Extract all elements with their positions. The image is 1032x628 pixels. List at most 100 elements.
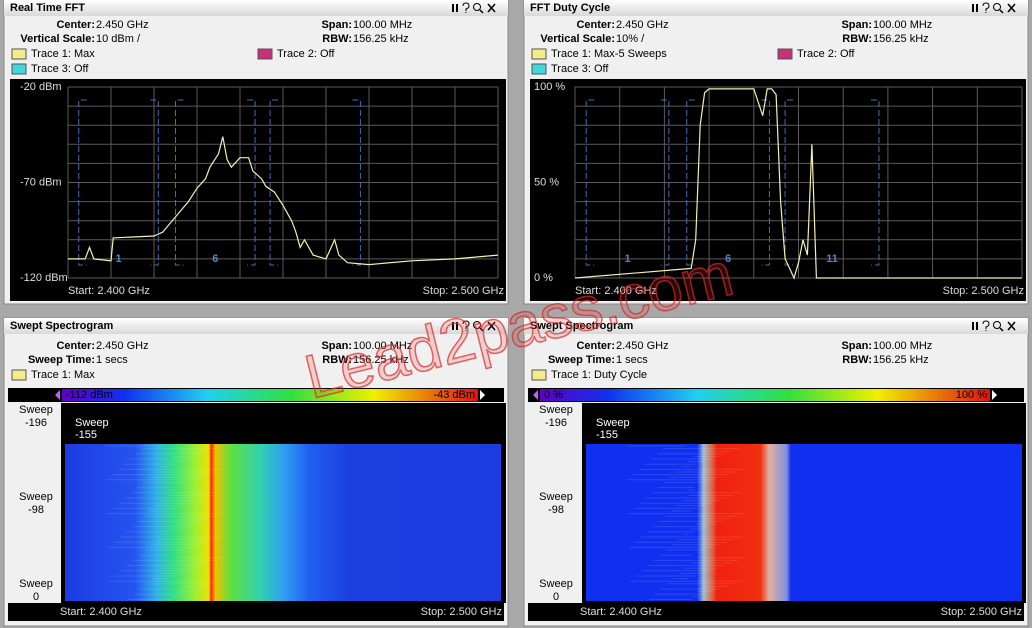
cursor-label: -155 [75, 429, 97, 441]
field-label: RBW: [842, 33, 872, 45]
trace-label: Trace 1: Max [31, 48, 95, 60]
pause-icon[interactable] [972, 322, 974, 330]
stop-label: Stop: 2.500 GHz [421, 606, 502, 618]
start-label: Start: 2.400 GHz [580, 606, 662, 618]
field-label: Center: [56, 19, 95, 31]
field-label: Center: [576, 340, 615, 352]
trace-label: Trace 3: Off [551, 63, 609, 75]
panel-title: Real Time FFT [10, 2, 85, 14]
plot-area [530, 79, 1026, 301]
title-bar [4, 0, 508, 16]
title-bar [524, 0, 1028, 16]
trace-swatch [11, 369, 27, 381]
title-bar [4, 318, 508, 334]
sweep-label: Sweep [19, 578, 53, 590]
field-label: Center: [56, 340, 95, 352]
scale-arrow [533, 390, 538, 400]
field-value: 2.450 GHz [616, 340, 669, 352]
y-tick-label: 100 % [534, 81, 565, 93]
y-tick-label: -20 dBm [20, 81, 62, 93]
field-value: 156.25 kHz [873, 33, 929, 45]
y-tick-label: 50 % [534, 176, 559, 188]
footer-bar [528, 603, 1024, 621]
trace-swatch [11, 48, 27, 60]
trace-line [574, 88, 1022, 280]
panel-title: FFT Duty Cycle [530, 2, 610, 14]
scale-min: -112 dBm [66, 389, 113, 401]
zoom-icon[interactable] [993, 321, 1001, 329]
help-icon[interactable] [462, 320, 470, 331]
field-label: Sweep Time: [28, 354, 95, 366]
channel-box [784, 99, 880, 266]
y-tick-label: -120 dBm [20, 272, 68, 284]
spectrogram-image [586, 444, 1022, 601]
field-label: Center: [576, 19, 615, 31]
channel-label: 6 [725, 253, 731, 265]
sweep-label: -98 [28, 504, 44, 516]
close-icon[interactable] [1007, 321, 1016, 331]
trace-swatch [777, 48, 793, 60]
stop-label: Stop: 2.500 GHz [941, 606, 1022, 618]
pause-icon-bar [456, 4, 458, 12]
color-bar [540, 389, 990, 401]
field-label: Sweep Time: [548, 354, 615, 366]
field-value: 100.00 MHz [873, 340, 932, 352]
field-value: 100.00 MHz [873, 19, 932, 31]
field-value: 1 secs [96, 354, 128, 366]
scale-arrow [480, 390, 485, 400]
stop-label: Stop: 2.500 GHz [943, 285, 1024, 297]
channel-box [269, 99, 361, 266]
trace-label: Trace 1: Duty Cycle [551, 369, 647, 381]
trace-label: Trace 3: Off [31, 63, 89, 75]
zoom-icon-handle [999, 327, 1004, 332]
field-label: Span: [841, 19, 872, 31]
trace-swatch [11, 63, 27, 75]
field-value: 2.450 GHz [616, 19, 669, 31]
pause-icon[interactable] [452, 322, 454, 330]
pause-icon[interactable] [972, 4, 974, 12]
pause-icon[interactable] [452, 4, 454, 12]
zoom-icon[interactable] [473, 321, 481, 329]
color-bar [62, 389, 478, 401]
scale-arrow [992, 390, 997, 400]
field-value: 100.00 MHz [353, 340, 412, 352]
cursor-label: -155 [596, 429, 618, 441]
trace-label: Trace 1: Max-5 Sweeps [551, 48, 667, 60]
field-value: 100.00 MHz [353, 19, 412, 31]
help-icon[interactable] [462, 2, 470, 13]
field-label: Span: [321, 340, 352, 352]
zoom-icon[interactable] [993, 3, 1001, 11]
cursor-label: Sweep [596, 417, 630, 429]
channel-box [78, 99, 159, 266]
field-value: 2.450 GHz [96, 19, 149, 31]
close-icon[interactable] [487, 3, 496, 13]
scale-max: 100 % [956, 389, 987, 401]
field-value: 156.25 kHz [873, 354, 929, 366]
help-icon[interactable] [982, 2, 990, 13]
scale-min: 0 % [544, 389, 563, 401]
trace-swatch [531, 369, 547, 381]
help-icon[interactable] [982, 320, 990, 331]
start-label: Start: 2.400 GHz [68, 285, 150, 297]
plot-area [10, 79, 506, 301]
zoom-icon[interactable] [473, 3, 481, 11]
field-value: 156.25 kHz [353, 354, 409, 366]
field-label: RBW: [842, 354, 872, 366]
start-label: Start: 2.400 GHz [575, 285, 657, 297]
field-label: Span: [841, 340, 872, 352]
close-icon[interactable] [487, 321, 496, 331]
field-label: Vertical Scale: [20, 33, 95, 45]
sweep-label: 0 [33, 591, 39, 603]
close-icon[interactable] [1007, 3, 1016, 13]
trace-swatch [531, 48, 547, 60]
channel-label: 1 [115, 253, 121, 265]
trace-swatch [531, 63, 547, 75]
spectrogram-image [65, 444, 501, 601]
stop-label: Stop: 2.500 GHz [423, 285, 504, 297]
trace-label: Trace 2: Off [797, 48, 855, 60]
pause-icon-bar [976, 4, 978, 12]
y-tick-label: -70 dBm [20, 176, 62, 188]
field-label: Vertical Scale: [540, 33, 615, 45]
